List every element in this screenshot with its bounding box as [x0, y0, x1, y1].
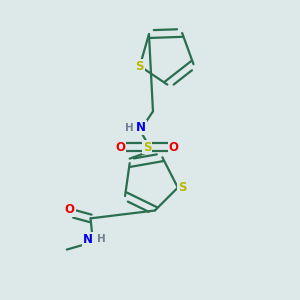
Text: N: N: [136, 121, 146, 134]
Text: O: O: [169, 140, 179, 154]
Text: S: S: [136, 59, 144, 73]
Text: O: O: [65, 203, 75, 216]
Text: H: H: [97, 234, 105, 244]
Text: O: O: [115, 140, 125, 154]
Text: S: S: [143, 140, 151, 154]
Text: N: N: [82, 233, 93, 246]
Text: H: H: [125, 123, 134, 133]
Text: S: S: [178, 181, 187, 194]
